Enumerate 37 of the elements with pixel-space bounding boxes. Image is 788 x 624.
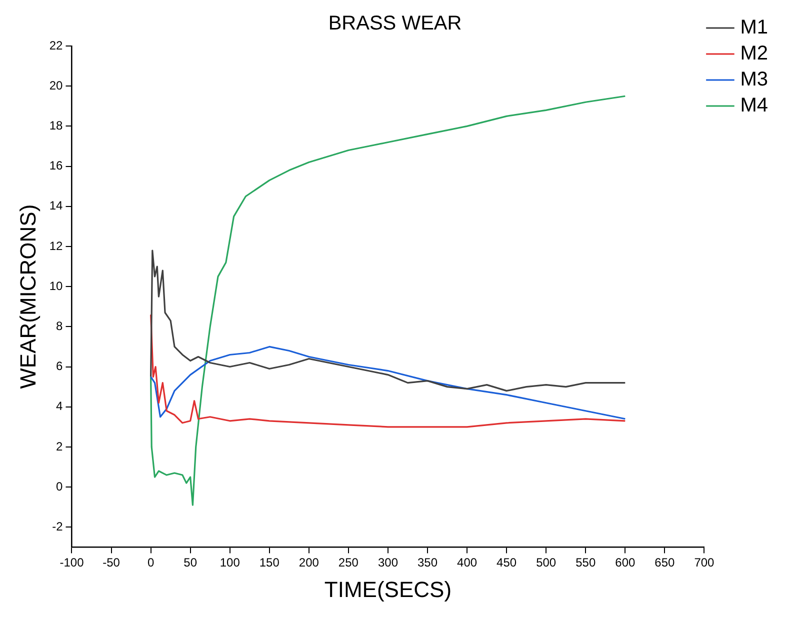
x-tick-label: 500 bbox=[536, 556, 556, 570]
x-tick-label: 700 bbox=[694, 556, 715, 570]
y-tick-label: 16 bbox=[49, 158, 64, 173]
x-tick-label: 100 bbox=[220, 556, 240, 570]
x-tick-label: 300 bbox=[378, 556, 398, 570]
x-tick-label: 50 bbox=[184, 556, 198, 570]
y-tick-label: 22 bbox=[49, 38, 64, 52]
y-tick-label: 0 bbox=[56, 479, 64, 494]
legend-label: M2 bbox=[740, 42, 768, 65]
y-tick-label: 20 bbox=[49, 78, 64, 92]
x-tick-label: 150 bbox=[259, 556, 280, 570]
x-tick-label: 550 bbox=[576, 556, 596, 570]
x-tick-label: 0 bbox=[147, 556, 154, 570]
x-tick-label: 200 bbox=[298, 556, 320, 570]
x-tick-label: 400 bbox=[457, 556, 478, 570]
legend-label: M1 bbox=[740, 16, 768, 39]
x-tick-label: -50 bbox=[102, 556, 120, 570]
x-axis-title: TIME(SECS) bbox=[324, 576, 452, 602]
y-tick-label: 10 bbox=[49, 278, 64, 293]
y-tick-label: 6 bbox=[56, 359, 64, 374]
y-tick-label: 12 bbox=[49, 238, 64, 253]
y-tick-label: 2 bbox=[56, 439, 64, 454]
y-tick-label: 18 bbox=[49, 118, 64, 133]
y-tick-label: -2 bbox=[52, 519, 64, 534]
legend-label: M4 bbox=[740, 94, 768, 117]
y-tick-label: 8 bbox=[56, 318, 64, 333]
x-tick-label: -100 bbox=[60, 556, 84, 570]
x-tick-label: 450 bbox=[496, 556, 517, 570]
y-tick-label: 4 bbox=[56, 399, 64, 414]
chart-title: BRASS WEAR bbox=[328, 12, 462, 35]
x-tick-label: 600 bbox=[615, 556, 636, 570]
y-tick-label: 14 bbox=[49, 198, 64, 213]
x-tick-label: 650 bbox=[654, 556, 676, 570]
legend-label: M3 bbox=[740, 68, 768, 91]
x-tick-label: 350 bbox=[417, 556, 438, 570]
x-tick-label: 250 bbox=[338, 556, 359, 570]
y-axis-title: WEAR(MICRONS) bbox=[15, 204, 40, 389]
